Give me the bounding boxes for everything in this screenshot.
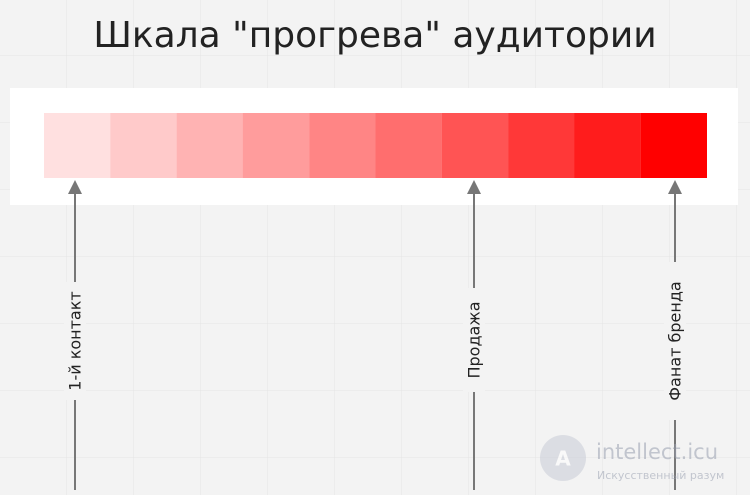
scale-cell (242, 113, 310, 178)
scale-cell (176, 113, 243, 178)
label-gap (664, 262, 686, 420)
label-gap (463, 288, 485, 392)
label-gap (64, 282, 86, 400)
marker-label: 1-й контакт (66, 291, 85, 390)
marker-label: Фанат бренда (666, 281, 685, 400)
scale-cell (110, 113, 177, 178)
scale-cell (375, 113, 442, 178)
scale-cell (508, 113, 575, 178)
watermark: A intellect.icu Искусственный разум (540, 435, 724, 482)
marker-label: Продажа (465, 301, 484, 378)
marker: Фанат бренда (664, 180, 686, 490)
arrow-head (68, 180, 82, 194)
scale-cell (640, 113, 707, 178)
marker: Продажа (463, 180, 485, 490)
watermark-logo-letter: A (555, 447, 571, 471)
watermark-logo (540, 435, 586, 481)
scale-cell (574, 113, 641, 178)
watermark-tagline: Искусственный разум (597, 469, 724, 482)
scale (44, 113, 707, 178)
watermark-name: intellect.icu (596, 440, 718, 464)
title: Шкала "прогрева" аудитории (93, 15, 656, 56)
scale-cell (44, 113, 111, 178)
scale-cell (441, 113, 509, 178)
arrow-head (467, 180, 481, 194)
arrow-head (668, 180, 682, 194)
marker: 1-й контакт (64, 180, 86, 490)
scale-cell (309, 113, 376, 178)
